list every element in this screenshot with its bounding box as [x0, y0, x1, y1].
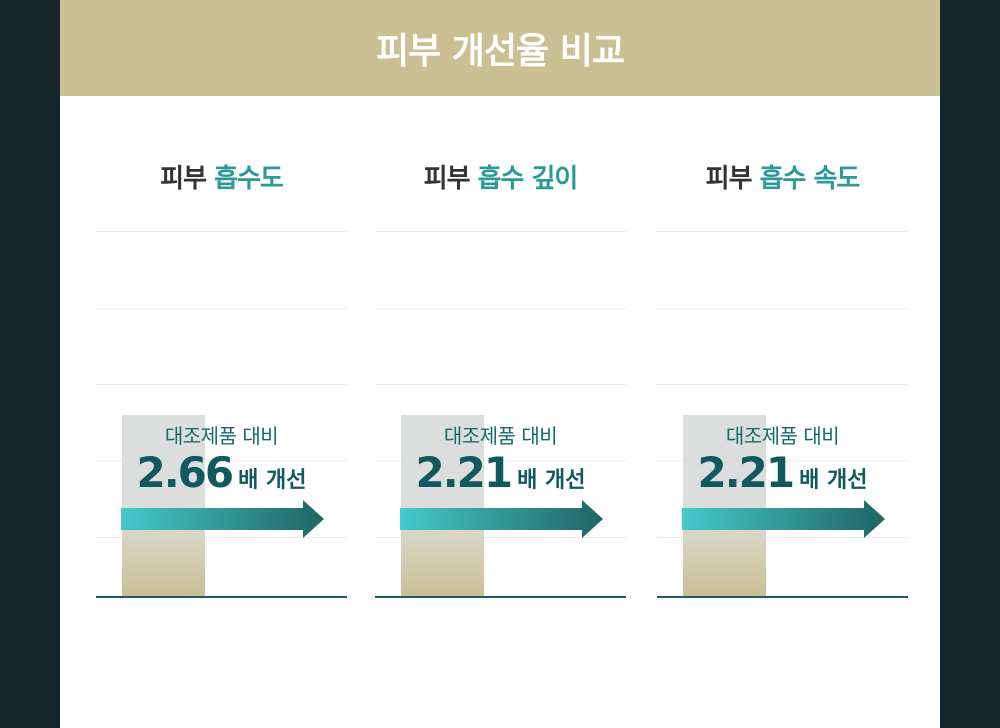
gridline [657, 537, 908, 538]
comparison-panel-2: 피부 흡수 깊이 대조제품 대비 2.21 배 개선 [375, 0, 626, 728]
gridline [657, 460, 908, 461]
chart-baseline [375, 596, 626, 598]
chart-baseline [657, 596, 908, 598]
panel-title-prefix: 피부 [423, 164, 471, 194]
comparison-panel-1: 피부 흡수도 대조제품 대비 2.66 배 개선 [96, 0, 347, 728]
gridline [96, 231, 347, 232]
gridline [375, 384, 626, 385]
control-bar-top [401, 415, 484, 515]
gridline [375, 308, 626, 309]
page-title: 피부 개선율 비교 [376, 31, 625, 72]
comparison-panel-3: 피부 흡수 속도 대조제품 대비 2.21 배 개선 [657, 0, 908, 728]
control-bar-top [122, 415, 205, 515]
gridline [375, 231, 626, 232]
gridline [375, 460, 626, 461]
panel-title-accent: 흡수 깊이 [477, 164, 579, 194]
comparison-label: 대조제품 대비 [443, 424, 558, 448]
ratio-line: 2.21 배 개선 [375, 448, 626, 497]
gridline [96, 537, 347, 538]
panel-title: 피부 흡수도 [96, 158, 347, 195]
panel-title-accent: 흡수 속도 [759, 164, 861, 194]
ratio-value: 2.21 [697, 448, 795, 497]
gridline [375, 537, 626, 538]
control-bar-top [683, 415, 766, 515]
ratio-line: 2.21 배 개선 [657, 448, 908, 497]
panel-title-prefix: 피부 [160, 164, 207, 194]
ratio-suffix: 배 개선 [517, 468, 586, 493]
panel-title-accent: 흡수도 [214, 164, 284, 194]
chart-baseline [96, 596, 347, 598]
gridline [657, 231, 908, 232]
panel-title: 피부 흡수 속도 [657, 158, 908, 195]
gridline [96, 308, 347, 309]
panel-title: 피부 흡수 깊이 [375, 158, 626, 195]
comparison-label: 대조제품 대비 [164, 424, 279, 448]
panel-title-prefix: 피부 [705, 164, 753, 194]
arrow-right-icon [682, 500, 885, 538]
ratio-suffix: 배 개선 [238, 468, 307, 493]
comparison-page: 피부 개선율 비교 피부 흡수도 대조제품 대비 2.66 배 개선 [60, 0, 940, 728]
gridline [96, 384, 347, 385]
comparison-label: 대조제품 대비 [725, 424, 840, 448]
gridline [657, 308, 908, 309]
ratio-value: 2.21 [415, 448, 513, 497]
header-banner: 피부 개선율 비교 [60, 0, 940, 96]
ratio-line: 2.66 배 개선 [96, 448, 347, 497]
arrow-right-icon [121, 500, 324, 538]
gridline [96, 460, 347, 461]
ratio-suffix: 배 개선 [799, 468, 868, 493]
arrow-right-icon [400, 500, 603, 538]
gridline [657, 384, 908, 385]
ratio-value: 2.66 [136, 448, 234, 497]
